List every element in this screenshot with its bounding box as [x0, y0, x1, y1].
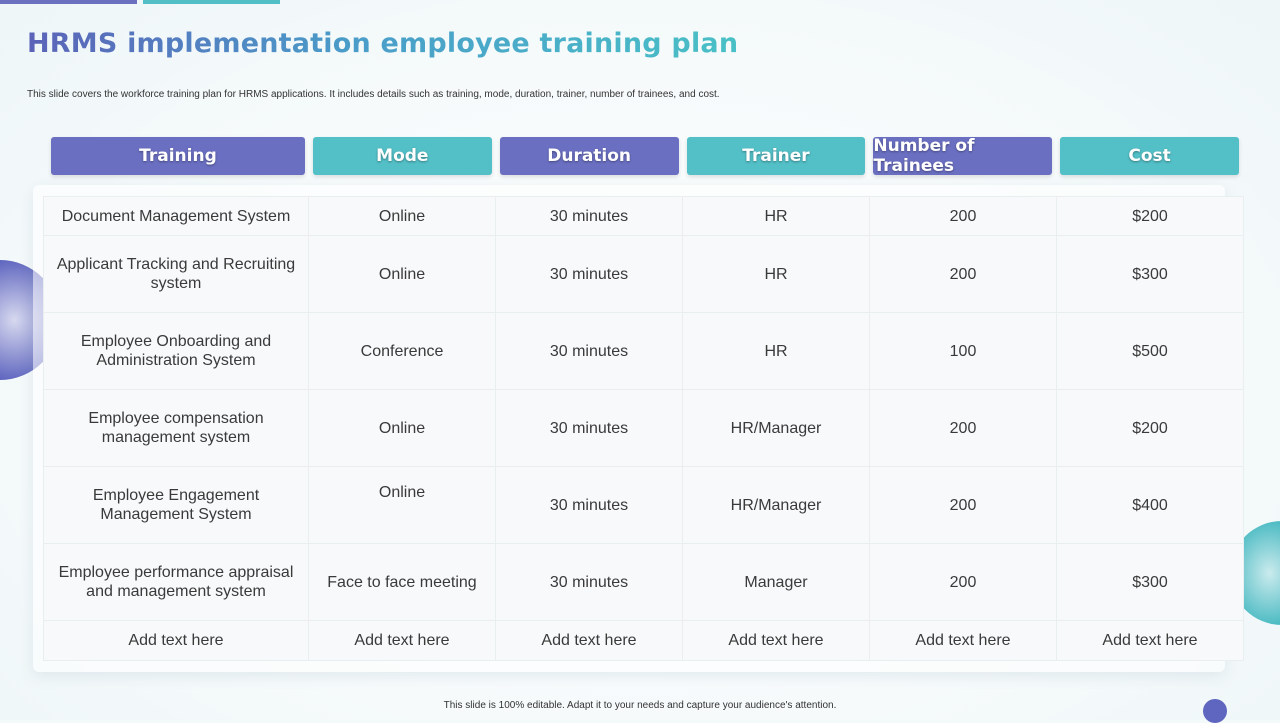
- cell-mode: Online: [308, 466, 496, 545]
- cell-mode: Conference: [308, 312, 496, 391]
- cell-trainees: 100: [869, 312, 1057, 391]
- cell-training: Employee performance appraisal and manag…: [43, 543, 309, 622]
- slide-title: HRMS implementation employee training pl…: [27, 28, 739, 59]
- table-row: Employee compensation management system …: [43, 389, 1244, 468]
- header-mode: Mode: [312, 137, 492, 175]
- cell-trainer: HR: [682, 235, 870, 314]
- cell-cost: $400: [1056, 466, 1244, 545]
- top-accent-line-teal: [143, 0, 280, 4]
- footer-note: This slide is 100% editable. Adapt it to…: [443, 700, 837, 711]
- cell-training: Employee Engagement Management System: [43, 466, 309, 545]
- cell-training: Employee Onboarding and Administration S…: [43, 312, 309, 391]
- cell-cost: $300: [1056, 235, 1244, 314]
- cell-training: Employee compensation management system: [43, 389, 309, 468]
- cell-trainees: 200: [869, 543, 1057, 622]
- cell-mode[interactable]: Add text here: [308, 620, 496, 661]
- cell-trainees[interactable]: Add text here: [869, 620, 1057, 661]
- cell-duration: 30 minutes: [495, 235, 683, 314]
- slide-subtitle: This slide covers the workforce training…: [27, 89, 720, 100]
- table-row: Employee performance appraisal and manag…: [43, 543, 1244, 622]
- cell-trainer: HR/Manager: [682, 466, 870, 545]
- header-cost: Cost: [1060, 137, 1239, 175]
- training-table: Document Management System Online 30 min…: [43, 195, 1244, 661]
- cell-mode: Online: [308, 235, 496, 314]
- cell-trainees: 200: [869, 466, 1057, 545]
- header-trainer: Trainer: [686, 137, 866, 175]
- table-header-row: Training Mode Duration Trainer Number of…: [51, 136, 1239, 176]
- header-training: Training: [51, 137, 305, 175]
- decorative-dot-bottom: [1203, 699, 1227, 723]
- cell-duration[interactable]: Add text here: [495, 620, 683, 661]
- table-row: Add text here Add text here Add text her…: [43, 620, 1244, 661]
- cell-cost: $200: [1056, 195, 1244, 237]
- cell-trainer: HR: [682, 195, 870, 237]
- table-row: Applicant Tracking and Recruiting system…: [43, 235, 1244, 314]
- cell-trainees: 200: [869, 195, 1057, 237]
- cell-training: Document Management System: [43, 195, 309, 237]
- cell-mode: Online: [308, 389, 496, 468]
- cell-cost: $300: [1056, 543, 1244, 622]
- cell-trainees: 200: [869, 235, 1057, 314]
- table-row: Employee Onboarding and Administration S…: [43, 312, 1244, 391]
- cell-duration: 30 minutes: [495, 466, 683, 545]
- cell-mode: Online: [308, 195, 496, 237]
- cell-cost: $500: [1056, 312, 1244, 391]
- cell-duration: 30 minutes: [495, 195, 683, 237]
- cell-trainer: HR: [682, 312, 870, 391]
- cell-trainer: HR/Manager: [682, 389, 870, 468]
- cell-duration: 30 minutes: [495, 389, 683, 468]
- cell-cost: $200: [1056, 389, 1244, 468]
- cell-trainees: 200: [869, 389, 1057, 468]
- cell-mode: Face to face meeting: [308, 543, 496, 622]
- cell-training: Applicant Tracking and Recruiting system: [43, 235, 309, 314]
- header-duration: Duration: [499, 137, 679, 175]
- cell-training[interactable]: Add text here: [43, 620, 309, 661]
- cell-trainer[interactable]: Add text here: [682, 620, 870, 661]
- table-row: Employee Engagement Management System On…: [43, 466, 1244, 545]
- cell-duration: 30 minutes: [495, 312, 683, 391]
- cell-trainer: Manager: [682, 543, 870, 622]
- cell-duration: 30 minutes: [495, 543, 683, 622]
- header-number-of-trainees: Number of Trainees: [873, 136, 1053, 176]
- cell-cost[interactable]: Add text here: [1056, 620, 1244, 661]
- table-row: Document Management System Online 30 min…: [43, 195, 1244, 237]
- top-accent-line-purple: [0, 0, 137, 4]
